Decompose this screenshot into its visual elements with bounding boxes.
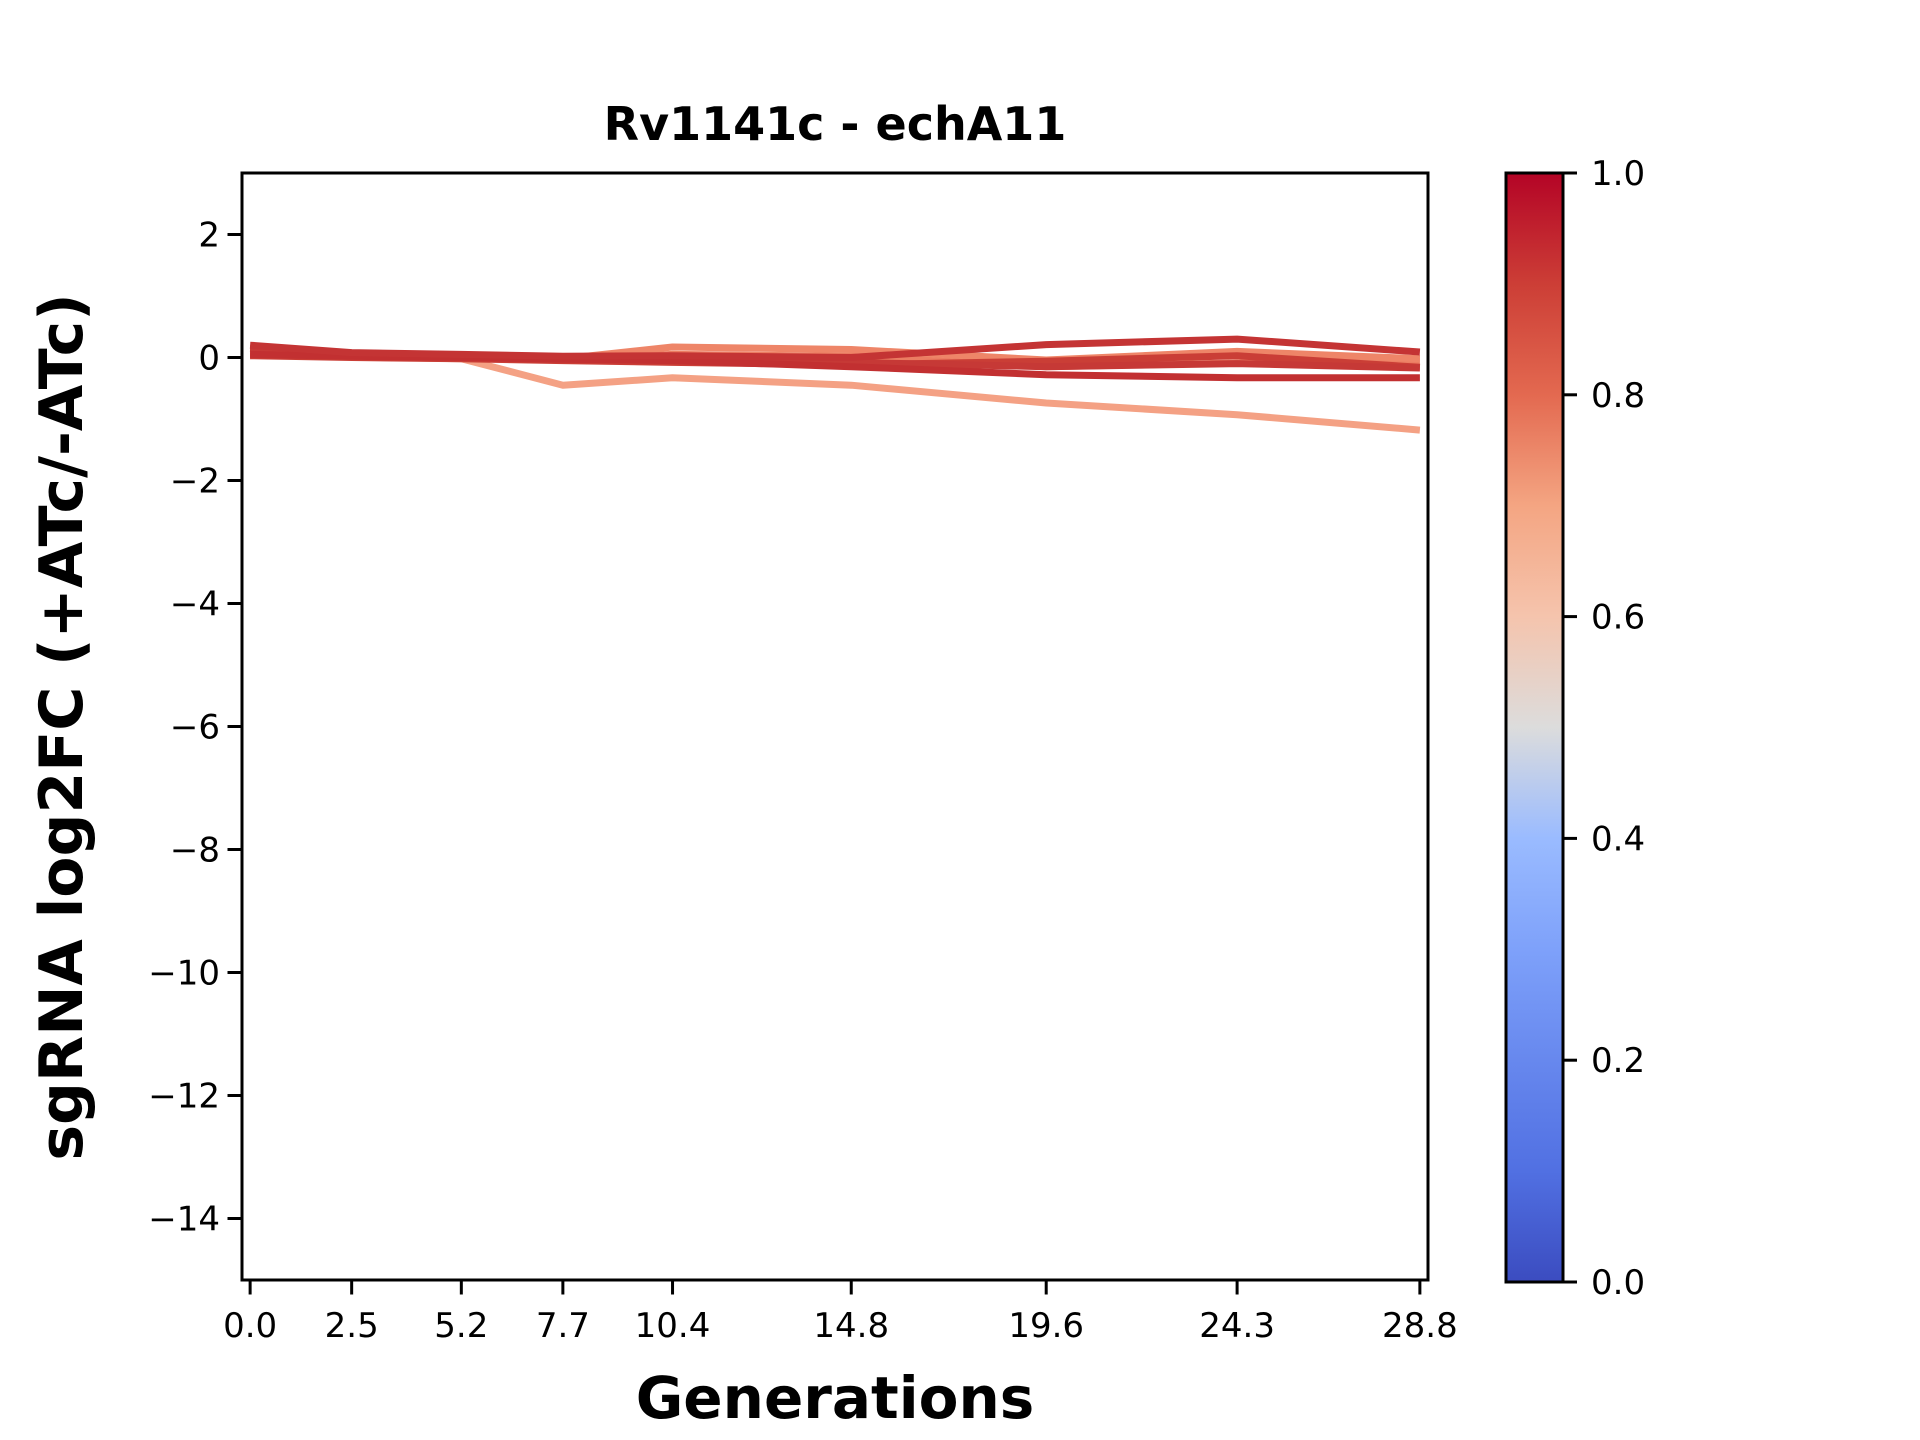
axes-spines xyxy=(240,171,1430,1282)
y-tick-label: −12 xyxy=(148,1077,220,1117)
sgrna-line xyxy=(249,335,1421,361)
y-tick-label: 0 xyxy=(198,339,220,379)
y-tick-label: −6 xyxy=(170,708,220,748)
colorbar-tick-label: 0.4 xyxy=(1591,819,1645,859)
colorbar-ticks-group: 1.0 0.8 0.6 0.4 0.2 0.0 xyxy=(1563,154,1645,1303)
x-tick-label: 2.5 xyxy=(325,1306,379,1346)
x-tick-label: 19.6 xyxy=(1008,1306,1084,1346)
colorbar-tick-label: 0.8 xyxy=(1591,376,1645,416)
x-tick-label: 14.8 xyxy=(813,1306,889,1346)
x-axis-label: Generations xyxy=(636,1364,1035,1432)
y-tick-label: −14 xyxy=(148,1200,220,1240)
chart-title: Rv1141c - echA11 xyxy=(604,97,1067,151)
x-tick-label: 7.7 xyxy=(536,1306,590,1346)
colorbar-tick-label: 1.0 xyxy=(1591,154,1645,194)
colorbar-tick-label: 0.2 xyxy=(1591,1041,1645,1081)
x-tick-label: 24.3 xyxy=(1199,1306,1275,1346)
x-tick-label: 10.4 xyxy=(635,1306,711,1346)
x-axis-ticks-group: 0.0 2.5 5.2 7.7 10.4 14.8 19.6 24.3 28.8 xyxy=(223,1281,1458,1346)
colorbar-tick-label: 0.6 xyxy=(1591,598,1645,638)
y-tick-label: 2 xyxy=(198,216,220,256)
x-tick-label: 0.0 xyxy=(223,1306,277,1346)
y-tick-label: −8 xyxy=(170,831,220,871)
y-axis-ticks-group: 2 0 −2 −4 −6 −8 −10 −12 −14 xyxy=(148,216,241,1240)
x-tick-label: 5.2 xyxy=(434,1306,488,1346)
y-axis-label: sgRNA log2FC (+ATc/-ATc) xyxy=(27,293,97,1160)
y-tick-label: −2 xyxy=(170,462,220,502)
series-lines-group xyxy=(249,335,1421,434)
y-tick-label: −10 xyxy=(148,954,220,994)
x-tick-label: 28.8 xyxy=(1382,1306,1458,1346)
y-tick-label: −4 xyxy=(170,585,220,625)
colorbar xyxy=(1504,171,1565,1284)
colorbar-tick-label: 0.0 xyxy=(1591,1263,1645,1303)
